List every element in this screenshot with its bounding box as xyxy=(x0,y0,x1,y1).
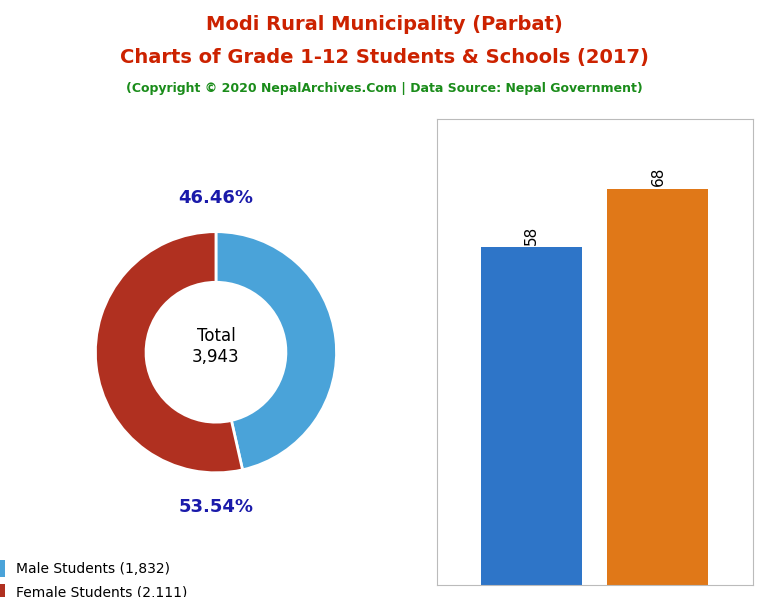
Text: 68: 68 xyxy=(650,167,665,186)
Bar xyxy=(607,189,708,585)
Text: 46.46%: 46.46% xyxy=(178,189,253,207)
Wedge shape xyxy=(95,232,243,473)
Text: 53.54%: 53.54% xyxy=(178,497,253,516)
Wedge shape xyxy=(216,232,336,470)
Text: Charts of Grade 1-12 Students & Schools (2017): Charts of Grade 1-12 Students & Schools … xyxy=(120,48,648,67)
Text: Modi Rural Municipality (Parbat): Modi Rural Municipality (Parbat) xyxy=(206,15,562,34)
Legend: Male Students (1,832), Female Students (2,111): Male Students (1,832), Female Students (… xyxy=(0,560,187,597)
Text: Total
3,943: Total 3,943 xyxy=(192,327,240,365)
Text: 58: 58 xyxy=(524,225,539,245)
Text: (Copyright © 2020 NepalArchives.Com | Data Source: Nepal Government): (Copyright © 2020 NepalArchives.Com | Da… xyxy=(126,82,642,96)
Bar xyxy=(481,247,582,585)
